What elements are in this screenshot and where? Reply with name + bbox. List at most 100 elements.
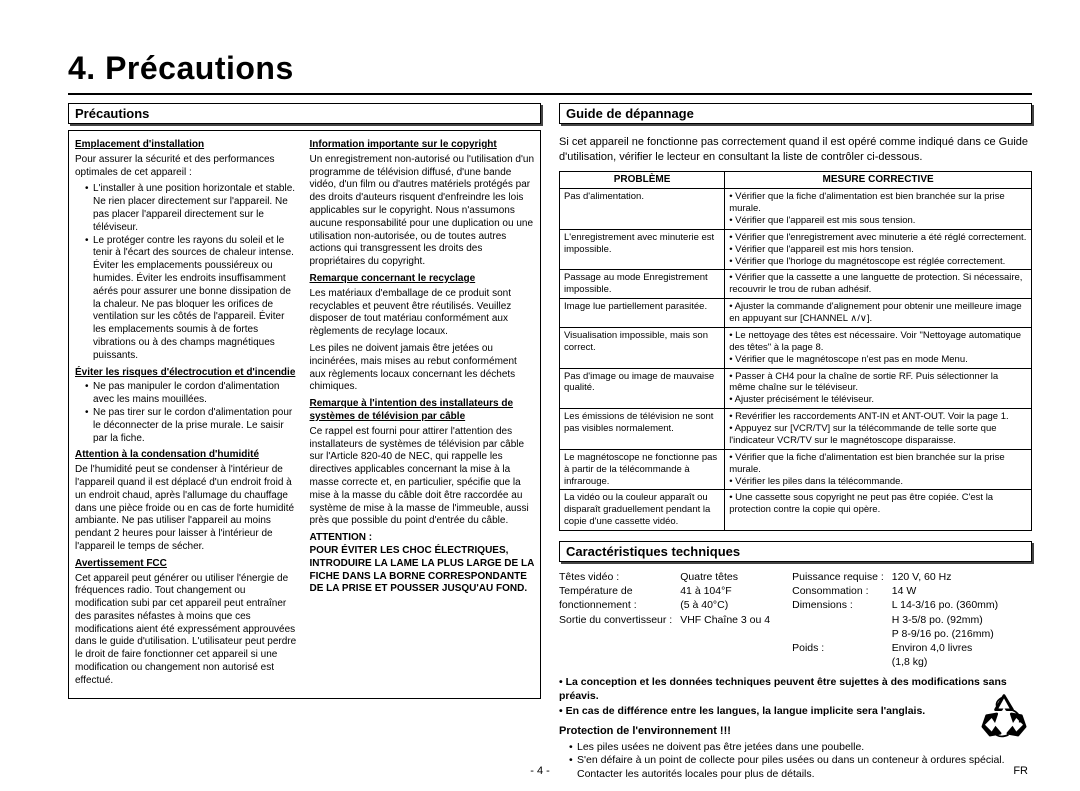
cell-problem: Les émissions de télévision ne sont pas … [560,409,725,450]
cell-action: • Vérifier que la cassette a une languet… [725,270,1032,299]
table-row: Pas d'alimentation.• Vérifier que la fic… [560,189,1032,230]
table-row: Le magnétoscope ne fonctionne pas à part… [560,449,1032,490]
catv-para: Ce rappel est fourni pour attirer l'atte… [310,426,535,528]
table-row: Les émissions de télévision ne sont pas … [560,409,1032,450]
cell-problem: La vidéo ou la couleur apparaît ou dispa… [560,490,725,531]
attention-block: ATTENTION : POUR ÉVITER LES CHOC ÉLECTRI… [310,532,535,596]
cell-action: • Passer à CH4 pour la chaîne de sortie … [725,368,1032,409]
spec-value-heads: Quatre têtes [680,570,770,584]
spec-value-dims2: H 3-5/8 po. (92mm) [892,613,998,627]
spec-value-weight2: (1,8 kg) [892,655,998,669]
page-number: - 4 - [0,765,1080,777]
spec-label-power: Puissance requise : [792,570,884,584]
table-row: L'enregistrement avec minuterie est impo… [560,229,1032,270]
spec-value-conv: VHF Chaîne 3 ou 4 [680,613,770,627]
spec-values-2: 120 V, 60 Hz 14 W L 14-3/16 po. (360mm) … [892,570,998,669]
install-bullet-1: L'installer à une position horizontale e… [85,183,300,234]
shock-bullet-2: Ne pas tirer sur le cordon d'alimentatio… [85,407,300,445]
table-row: Passage au mode Enregistrement impossibl… [560,270,1032,299]
shock-bullets: Ne pas manipuler le cordon d'alimentatio… [75,381,300,445]
env-bullet-1: Les piles usées ne doivent pas être jeté… [569,741,1032,755]
th-action: MESURE CORRECTIVE [725,171,1032,189]
table-row: Pas d'image ou image de mauvaise qualité… [560,368,1032,409]
spec-label-temp2: fonctionnement : [559,598,672,612]
precautions-box: Emplacement d'installation Pour assurer … [68,130,541,699]
title-rule [68,93,1032,95]
right-column: Guide de dépannage Si cet appareil ne fo… [559,103,1032,784]
left-column: Précautions Emplacement d'installation P… [68,103,541,699]
recycle-heading: Remarque concernant le recyclage [310,273,535,286]
table-row: Visualisation impossible, mais son corre… [560,327,1032,368]
cell-problem: Le magnétoscope ne fonctionne pas à part… [560,449,725,490]
specs-box: Têtes vidéo : Température de fonctionnem… [559,570,1032,781]
spec-value-temp1: 41 à 104°F [680,584,770,598]
install-bullet-2: Le protéger contre les rayons du soleil … [85,235,300,363]
humidity-heading: Attention à la condensation d'humidité [75,449,300,462]
install-bullets: L'installer à une position horizontale e… [75,183,300,362]
specs-note-1-text: La conception et les données techniques … [559,676,1007,702]
spec-value-cons: 14 W [892,584,998,598]
troubleshoot-intro: Si cet appareil ne fonctionne pas correc… [559,135,1032,165]
copyright-para: Un enregistrement non-autorisé ou l'util… [310,154,535,269]
specs-note-2: • En cas de différence entre les langues… [559,704,1032,718]
section-heading-troubleshoot: Guide de dépannage [559,103,1032,124]
cell-problem: Image lue partiellement parasitée. [560,299,725,328]
spec-value-dims3: P 8-9/16 po. (216mm) [892,627,998,641]
section-heading-specs: Caractéristiques techniques [559,541,1032,562]
page-title: 4. Précautions [68,50,1032,87]
env-heading: Protection de l'environnement !!! [559,724,1032,739]
troubleshoot-table: PROBLÈME MESURE CORRECTIVE Pas d'aliment… [559,171,1032,531]
recycle-para-2: Les piles ne doivent jamais être jetées … [310,343,535,394]
spec-label-temp1: Température de [559,584,672,598]
spec-label-weight: Poids : [792,641,884,655]
attention-label: ATTENTION : [310,532,535,545]
spec-value-dims1: L 14-3/16 po. (360mm) [892,598,998,612]
spec-value-weight1: Environ 4,0 livres [892,641,998,655]
spec-labels-1: Têtes vidéo : Température de fonctionnem… [559,570,672,669]
specs-note-2-text: En cas de différence entre les langues, … [566,705,926,717]
specs-grid: Têtes vidéo : Température de fonctionnem… [559,570,1032,669]
copyright-heading: Information importante sur le copyright [310,139,535,152]
install-heading: Emplacement d'installation [75,139,300,152]
recycle-para-1: Les matériaux d'emballage de ce produit … [310,288,535,339]
cell-problem: Visualisation impossible, mais son corre… [560,327,725,368]
catv-heading: Remarque à l'intention des installateurs… [310,398,535,424]
specs-notes: • La conception et les données technique… [559,675,1032,718]
cell-action: • Une cassette sous copyright ne peut pa… [725,490,1032,531]
page-lang: FR [1013,765,1028,777]
cell-action: • Vérifier que l'enregistrement avec min… [725,229,1032,270]
main-columns: Précautions Emplacement d'installation P… [68,103,1032,784]
spec-label-heads: Têtes vidéo : [559,570,672,584]
page: 4. Précautions Précautions Emplacement d… [0,0,1080,791]
cell-action: • Vérifier que la fiche d'alimentation e… [725,189,1032,230]
cell-problem: L'enregistrement avec minuterie est impo… [560,229,725,270]
cell-action: • Le nettoyage des têtes est nécessaire.… [725,327,1032,368]
spec-label-cons: Consommation : [792,584,884,598]
left-subcol-1: Emplacement d'installation Pour assurer … [75,135,300,692]
cell-problem: Passage au mode Enregistrement impossibl… [560,270,725,299]
cell-action: • Vérifier que la fiche d'alimentation e… [725,449,1032,490]
spec-value-power: 120 V, 60 Hz [892,570,998,584]
fcc-para: Cet appareil peut générer ou utiliser l'… [75,573,300,688]
left-subcol-2: Information importante sur le copyright … [310,135,535,692]
table-row: La vidéo ou la couleur apparaît ou dispa… [560,490,1032,531]
th-problem: PROBLÈME [560,171,725,189]
cell-problem: Pas d'image ou image de mauvaise qualité… [560,368,725,409]
spec-value-temp2: (5 à 40°C) [680,598,770,612]
spec-values-1: Quatre têtes 41 à 104°F (5 à 40°C) VHF C… [680,570,770,669]
cell-action: • Ajuster la commande d'alignement pour … [725,299,1032,328]
shock-heading: Éviter les risques d'électrocution et d'… [75,367,300,380]
install-intro: Pour assurer la sécurité et des performa… [75,154,300,180]
spec-label-dims: Dimensions : [792,598,884,612]
attention-text: POUR ÉVITER LES CHOC ÉLECTRIQUES, INTROD… [310,545,535,596]
specs-note-1: • La conception et les données technique… [559,675,1032,703]
spec-labels-2: Puissance requise : Consommation : Dimen… [792,570,884,669]
cell-problem: Pas d'alimentation. [560,189,725,230]
fcc-heading: Avertissement FCC [75,558,300,571]
humidity-para: De l'humidité peut se condenser à l'inté… [75,464,300,554]
recycle-icon [976,690,1032,751]
shock-bullet-1: Ne pas manipuler le cordon d'alimentatio… [85,381,300,407]
table-row: Image lue partiellement parasitée.• Ajus… [560,299,1032,328]
spec-label-conv: Sortie du convertisseur : [559,613,672,627]
cell-action: • Revérifier les raccordements ANT-IN et… [725,409,1032,450]
